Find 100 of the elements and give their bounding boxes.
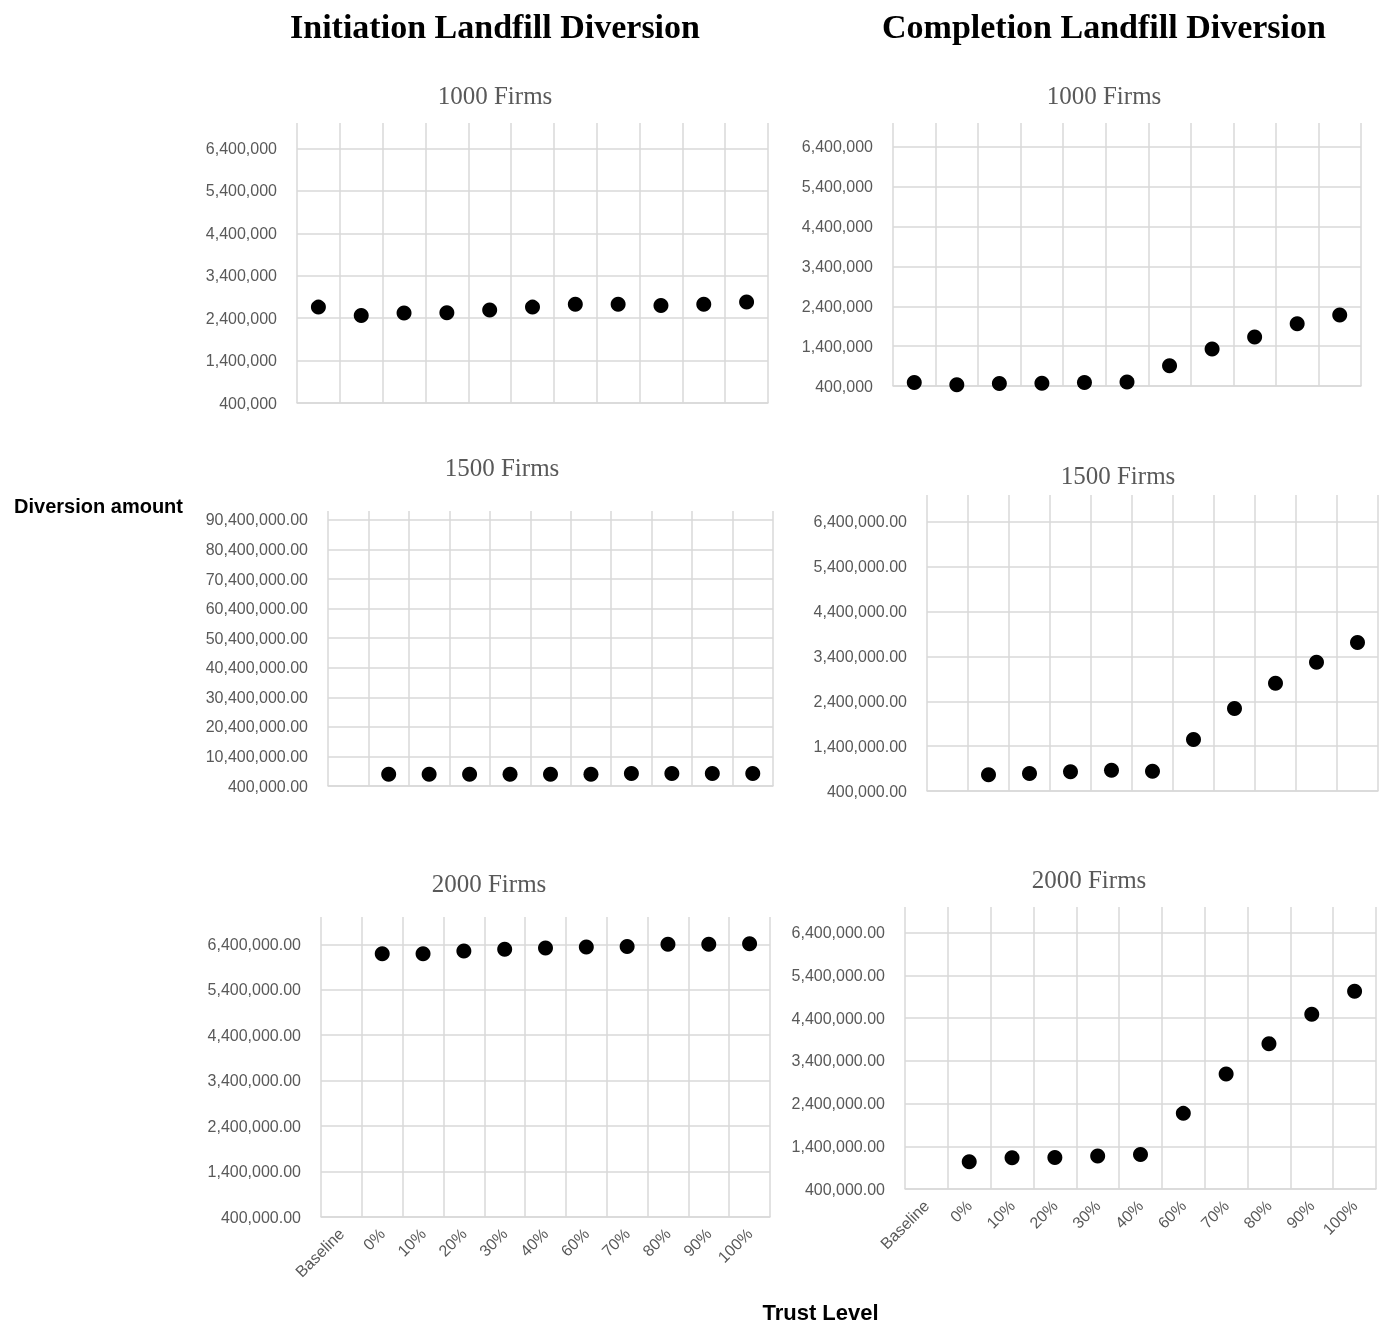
point <box>1289 316 1305 332</box>
point <box>1268 675 1283 691</box>
x-tick-label: 60% <box>557 1224 593 1260</box>
y-tick-label: 50,400,000.00 <box>205 629 309 647</box>
y-tick-label: 20,400,000.00 <box>205 718 309 736</box>
point <box>906 374 922 390</box>
y-tick-label: 2,400,000.00 <box>207 1117 302 1135</box>
point <box>1133 1146 1148 1162</box>
x-tick-label: 0% <box>359 1224 389 1254</box>
x-tick-label: 60% <box>1154 1196 1190 1232</box>
x-tick-label: 90% <box>1283 1196 1318 1232</box>
y-tick-label: 400,000.00 <box>227 777 309 795</box>
chart-title: 2000 Firms <box>431 870 547 897</box>
point <box>1162 358 1178 374</box>
y-tick-label: 6,400,000 <box>205 139 278 157</box>
x-tick-label: 80% <box>639 1224 674 1260</box>
y-tick-label: 1,400,000 <box>801 337 874 355</box>
point <box>1034 375 1050 391</box>
point <box>1090 1148 1106 1164</box>
point <box>1227 700 1242 716</box>
y-tick-label: 4,400,000 <box>801 218 874 236</box>
point <box>742 936 758 952</box>
y-tick-label: 400,000 <box>815 377 874 395</box>
y-tick-label: 400,000 <box>219 394 278 412</box>
y-tick-label: 400,000.00 <box>804 1180 886 1198</box>
point <box>415 946 431 962</box>
y-tick-label: 2,400,000 <box>801 297 874 315</box>
y-tick-label: 4,400,000.00 <box>791 1009 886 1027</box>
y-tick-label: 5,400,000 <box>801 178 874 196</box>
y-tick-label: 40,400,000.00 <box>205 659 309 677</box>
y-tick-label: 30,400,000.00 <box>205 688 309 706</box>
y-tick-label: 2,400,000 <box>205 309 278 327</box>
x-tick-label: 0% <box>946 1196 976 1226</box>
point <box>1063 764 1078 780</box>
chart-title: 1500 Firms <box>1060 462 1176 489</box>
y-tick-label: 70,400,000.00 <box>205 570 309 588</box>
x-tick-label: 90% <box>680 1224 715 1260</box>
point <box>1022 766 1037 781</box>
y-tick-label: 80,400,000.00 <box>205 540 309 558</box>
point <box>660 936 676 952</box>
point <box>538 940 553 956</box>
y-tick-label: 400,000.00 <box>826 782 908 800</box>
y-tick-label: 1,400,000.00 <box>207 1163 302 1181</box>
point <box>1309 654 1324 670</box>
y-tick-label: 4,400,000.00 <box>207 1026 302 1044</box>
point <box>1104 762 1119 778</box>
point <box>578 939 594 955</box>
chart-title: Initiation Landfill Diversion <box>290 7 701 45</box>
y-tick-label: 2,400,000.00 <box>791 1095 886 1113</box>
point <box>1004 1150 1020 1166</box>
point <box>1261 1036 1277 1052</box>
x-tick-label: 70% <box>598 1224 634 1260</box>
y-tick-label: 3,400,000.00 <box>813 647 908 665</box>
y-tick-label: 1,400,000.00 <box>813 737 908 755</box>
y-axis-title: Diversion amount <box>14 495 184 517</box>
chart-subtitle: 1000 Firms <box>1046 82 1162 109</box>
point <box>981 767 996 783</box>
point <box>1247 329 1263 345</box>
y-tick-label: 90,400,000.00 <box>205 511 309 529</box>
point <box>1350 635 1365 651</box>
chart-title: 2000 Firms <box>1031 866 1147 893</box>
point <box>701 936 717 952</box>
y-tick-label: 6,400,000.00 <box>813 513 908 531</box>
chart-title: Completion Landfill Diversion <box>882 7 1327 45</box>
x-tick-label: 70% <box>1197 1196 1233 1232</box>
point <box>1145 763 1160 779</box>
y-tick-label: 1,400,000 <box>205 352 278 370</box>
point <box>1204 341 1220 357</box>
point <box>374 946 390 962</box>
y-tick-label: 5,400,000 <box>205 182 278 200</box>
x-tick-label: 30% <box>476 1224 511 1260</box>
y-tick-label: 3,400,000 <box>205 267 278 285</box>
chart-title: 1500 Firms <box>444 454 560 481</box>
x-axis-title: Trust Level <box>762 1299 879 1325</box>
x-tick-label: 40% <box>516 1224 552 1260</box>
y-tick-label: 10,400,000.00 <box>205 747 309 765</box>
point <box>1047 1149 1063 1165</box>
y-tick-label: 6,400,000.00 <box>791 924 886 942</box>
y-tick-label: 5,400,000.00 <box>207 981 302 999</box>
y-tick-label: 5,400,000.00 <box>791 966 886 984</box>
y-tick-label: 4,400,000.00 <box>813 603 908 621</box>
x-tick-label: 80% <box>1240 1196 1275 1232</box>
y-tick-label: 3,400,000 <box>801 257 874 275</box>
y-tick-label: 3,400,000.00 <box>791 1052 886 1070</box>
x-tick-label: 30% <box>1069 1196 1104 1232</box>
point <box>1218 1066 1234 1082</box>
point <box>1304 1006 1320 1022</box>
point <box>961 1154 977 1170</box>
point <box>1347 983 1363 999</box>
y-tick-label: 4,400,000 <box>205 224 278 242</box>
chart-subtitle: 1000 Firms <box>437 82 553 109</box>
y-tick-label: 400,000.00 <box>220 1208 302 1226</box>
y-tick-label: 60,400,000.00 <box>205 600 309 618</box>
x-tick-label: 40% <box>1111 1196 1147 1232</box>
y-tick-label: 2,400,000.00 <box>813 692 908 710</box>
point <box>1119 374 1135 390</box>
y-tick-label: 1,400,000.00 <box>791 1137 886 1155</box>
y-tick-label: 6,400,000 <box>801 138 874 156</box>
y-tick-label: 3,400,000.00 <box>207 1072 302 1090</box>
point <box>1076 374 1092 390</box>
